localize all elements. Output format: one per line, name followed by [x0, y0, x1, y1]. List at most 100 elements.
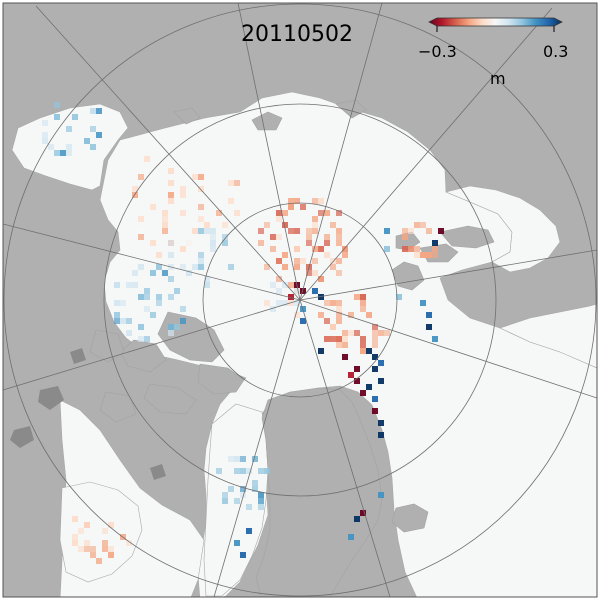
anomaly-cell [198, 174, 204, 180]
meridian [35, 5, 301, 301]
anomaly-cell [54, 102, 60, 108]
anomaly-cell [72, 540, 78, 546]
anomaly-cell [300, 300, 306, 306]
anomaly-cell [324, 252, 330, 258]
anomaly-cell [270, 282, 276, 288]
anomaly-cell [348, 312, 354, 318]
date-title: 20110502 [241, 22, 353, 47]
anomaly-cell [78, 546, 84, 552]
anomaly-cell [426, 228, 432, 234]
anomaly-cell [294, 228, 300, 234]
anomaly-cell [378, 330, 384, 336]
anomaly-cell [336, 312, 342, 318]
anomaly-cell [168, 330, 174, 336]
anomaly-cell [90, 552, 96, 558]
anomaly-cell [78, 522, 84, 528]
anomaly-cell [276, 210, 282, 216]
anomaly-cell [324, 336, 330, 342]
anomaly-cell [336, 318, 342, 324]
anomaly-cell [132, 270, 138, 276]
anomaly-cell [192, 228, 198, 234]
anomaly-cell [276, 234, 282, 240]
anomaly-cell [318, 348, 324, 354]
anomaly-cell [324, 234, 330, 240]
anomaly-cell [114, 300, 120, 306]
anomaly-cell [258, 228, 264, 234]
anomaly-cell [120, 318, 126, 324]
anomaly-cell [324, 210, 330, 216]
anomaly-cell [276, 300, 282, 306]
anomaly-cell [360, 510, 366, 516]
anomaly-cell [408, 228, 414, 234]
anomaly-cell [222, 234, 228, 240]
anomaly-cell [420, 300, 426, 306]
anomaly-cell [324, 300, 330, 306]
anomaly-cell [258, 498, 264, 504]
meridian [213, 299, 301, 597]
anomaly-cell [66, 144, 72, 150]
anomaly-cell [96, 132, 102, 138]
anomaly-cell [384, 246, 390, 252]
anomaly-cell [192, 198, 198, 204]
anomaly-cell [336, 336, 342, 342]
anomaly-cell [210, 228, 216, 234]
anomaly-cell [240, 456, 246, 462]
anomaly-cell [150, 204, 156, 210]
anomaly-cell [240, 486, 246, 492]
anomaly-cell [234, 498, 240, 504]
anomaly-cell [312, 258, 318, 264]
anomaly-cell [198, 276, 204, 282]
anomaly-cell [210, 246, 216, 252]
anomaly-cell [294, 264, 300, 270]
meridian [237, 3, 301, 301]
meridian [3, 299, 301, 391]
anomaly-cell [372, 324, 378, 330]
anomaly-cell [372, 366, 378, 372]
ocean-ice-area [11, 91, 597, 597]
anomaly-cell [366, 384, 372, 390]
anomaly-cell [204, 276, 210, 282]
anomaly-cell [402, 228, 408, 234]
colorbar-max-label: 0.3 [543, 42, 569, 61]
anomaly-cell [168, 168, 174, 174]
anomaly-cell [144, 288, 150, 294]
anomaly-cell [132, 192, 138, 198]
anomaly-cell [144, 306, 150, 312]
anomaly-cell [150, 240, 156, 246]
anomaly-cell [282, 282, 288, 288]
anomaly-cell [42, 120, 48, 126]
anomaly-cell [192, 264, 198, 270]
anomaly-cell [372, 408, 378, 414]
anomaly-cell [156, 294, 162, 300]
anomaly-cell [96, 558, 102, 564]
meridian [299, 7, 553, 301]
anomaly-cell [228, 486, 234, 492]
anomaly-cell [240, 468, 246, 474]
anomaly-cell [312, 270, 318, 276]
anomaly-cell [228, 264, 234, 270]
anomaly-cell [138, 228, 144, 234]
anomaly-cell [330, 324, 336, 330]
anomaly-cell [198, 192, 204, 198]
anomaly-cell [318, 312, 324, 318]
anomaly-cell [342, 246, 348, 252]
anomaly-cell [162, 228, 168, 234]
anomaly-cell [198, 156, 204, 162]
anomaly-cell [90, 108, 96, 114]
anomaly-cell [210, 252, 216, 258]
anomaly-cell [168, 198, 174, 204]
anomaly-cell [66, 150, 72, 156]
anomaly-cell [348, 330, 354, 336]
anomaly-cell [330, 222, 336, 228]
anomaly-cell [228, 198, 234, 204]
anomaly-cell [336, 258, 342, 264]
anomaly-cell [312, 246, 318, 252]
anomaly-cell [108, 546, 114, 552]
anomaly-cell [282, 318, 288, 324]
anomaly-cell [180, 246, 186, 252]
anomaly-cell [138, 174, 144, 180]
colorbar-bar [428, 17, 563, 27]
anomaly-cell [294, 258, 300, 264]
latitude-circle-60 [3, 3, 597, 597]
